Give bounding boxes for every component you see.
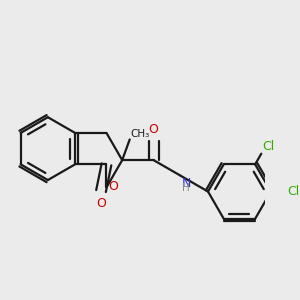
Text: O: O — [149, 123, 158, 136]
Text: Cl: Cl — [287, 185, 300, 198]
Text: CH₃: CH₃ — [130, 129, 150, 139]
Text: H: H — [182, 184, 189, 194]
Text: N: N — [182, 177, 191, 190]
Text: Cl: Cl — [262, 140, 274, 153]
Text: O: O — [96, 197, 106, 210]
Text: O: O — [108, 180, 118, 193]
